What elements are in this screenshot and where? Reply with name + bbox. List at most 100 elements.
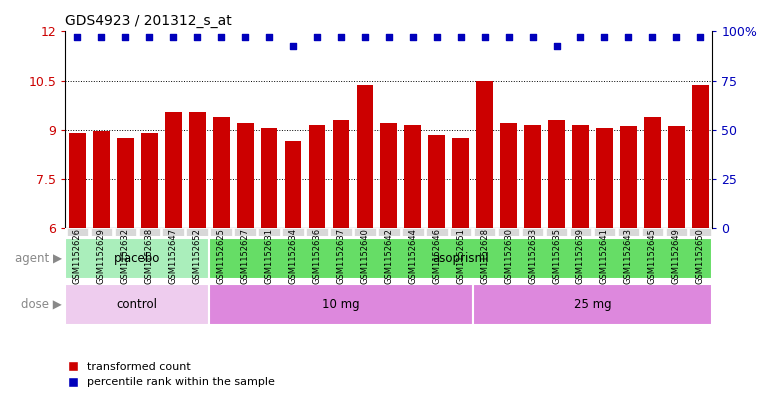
Bar — [524, 125, 541, 228]
Point — [215, 34, 227, 40]
Bar — [594, 228, 615, 236]
Bar — [620, 127, 637, 228]
Bar — [498, 228, 520, 236]
Bar — [357, 86, 373, 228]
Text: GSM1152643: GSM1152643 — [624, 228, 633, 284]
Bar — [165, 112, 182, 228]
Bar — [306, 228, 328, 236]
Bar — [162, 228, 184, 236]
Point — [167, 34, 179, 40]
Text: GSM1152646: GSM1152646 — [432, 228, 441, 284]
Point — [143, 34, 156, 40]
Text: GSM1152649: GSM1152649 — [671, 228, 681, 284]
Bar — [570, 228, 591, 236]
Text: GSM1152629: GSM1152629 — [97, 228, 106, 284]
Point — [359, 34, 371, 40]
Point — [478, 34, 490, 40]
Bar — [93, 131, 110, 228]
Point — [239, 34, 251, 40]
Point — [454, 34, 467, 40]
Point — [598, 34, 611, 40]
Point — [72, 34, 84, 40]
Point — [694, 34, 706, 40]
Point — [670, 34, 682, 40]
Point — [622, 34, 634, 40]
Bar — [473, 284, 712, 325]
Bar — [258, 228, 280, 236]
Bar — [186, 228, 208, 236]
Bar — [522, 228, 544, 236]
Text: GSM1152640: GSM1152640 — [360, 228, 370, 284]
Text: GSM1152625: GSM1152625 — [216, 228, 226, 284]
Bar — [402, 228, 424, 236]
Bar — [91, 228, 112, 236]
Bar — [209, 238, 712, 279]
Text: dose ▶: dose ▶ — [21, 298, 62, 311]
Bar — [141, 133, 158, 228]
Point — [551, 43, 563, 50]
Bar — [115, 228, 136, 236]
Bar — [261, 128, 277, 228]
Text: agent ▶: agent ▶ — [15, 252, 62, 265]
Bar — [668, 127, 685, 228]
Text: GSM1152628: GSM1152628 — [480, 228, 489, 284]
Bar — [69, 133, 85, 228]
Point — [646, 34, 658, 40]
Text: GSM1152631: GSM1152631 — [265, 228, 273, 284]
Bar — [139, 228, 160, 236]
Bar — [213, 117, 229, 228]
Text: GSM1152632: GSM1152632 — [121, 228, 130, 284]
Bar — [285, 141, 301, 228]
Bar — [283, 228, 304, 236]
Text: GSM1152633: GSM1152633 — [528, 228, 537, 284]
Bar — [477, 81, 493, 228]
Bar — [618, 228, 639, 236]
Bar — [189, 112, 206, 228]
Text: GSM1152652: GSM1152652 — [192, 228, 202, 284]
Point — [119, 34, 132, 40]
Point — [383, 34, 395, 40]
Bar — [689, 228, 711, 236]
Point — [335, 34, 347, 40]
Bar — [209, 284, 473, 325]
Text: control: control — [117, 298, 158, 311]
Bar — [330, 228, 352, 236]
Text: GSM1152635: GSM1152635 — [552, 228, 561, 284]
Bar — [65, 238, 209, 279]
Point — [430, 34, 443, 40]
Point — [574, 34, 587, 40]
Text: placebo: placebo — [114, 252, 160, 265]
Text: asoprisnil: asoprisnil — [432, 252, 489, 265]
Bar — [665, 228, 687, 236]
Point — [527, 34, 539, 40]
Bar — [380, 123, 397, 228]
Text: GSM1152639: GSM1152639 — [576, 228, 585, 284]
Text: 25 mg: 25 mg — [574, 298, 611, 311]
Text: GSM1152642: GSM1152642 — [384, 228, 393, 284]
Bar — [692, 86, 708, 228]
Bar — [428, 135, 445, 228]
Bar — [354, 228, 376, 236]
Legend: transformed count, percentile rank within the sample: transformed count, percentile rank withi… — [67, 362, 275, 387]
Bar — [404, 125, 421, 228]
Text: GSM1152630: GSM1152630 — [504, 228, 513, 284]
Text: GSM1152645: GSM1152645 — [648, 228, 657, 284]
Text: GSM1152627: GSM1152627 — [240, 228, 249, 284]
Bar — [596, 128, 613, 228]
Point — [503, 34, 515, 40]
Bar — [546, 228, 567, 236]
Bar — [450, 228, 471, 236]
Point — [311, 34, 323, 40]
Bar — [65, 284, 209, 325]
Text: GSM1152634: GSM1152634 — [289, 228, 297, 284]
Bar — [234, 228, 256, 236]
Bar — [426, 228, 447, 236]
Text: GSM1152637: GSM1152637 — [336, 228, 346, 284]
Bar — [474, 228, 495, 236]
Text: GSM1152638: GSM1152638 — [145, 228, 154, 284]
Bar — [67, 228, 89, 236]
Text: GSM1152651: GSM1152651 — [456, 228, 465, 284]
Text: GSM1152641: GSM1152641 — [600, 228, 609, 284]
Bar — [236, 123, 253, 228]
Point — [263, 34, 275, 40]
